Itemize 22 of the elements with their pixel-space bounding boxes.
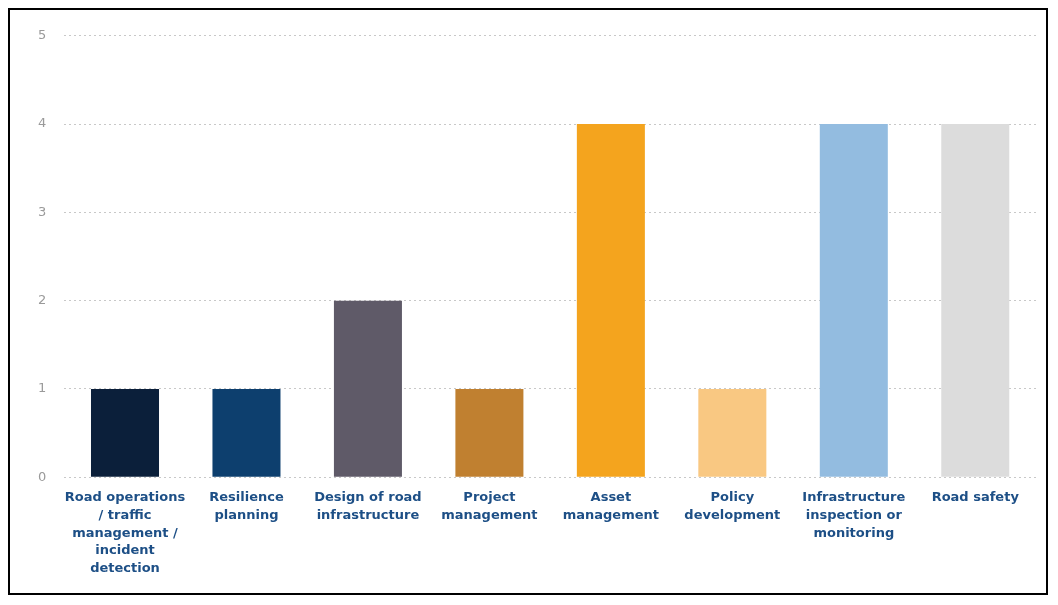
x-tick-label: Design of road infrastructure — [314, 489, 422, 522]
x-tick-label: Road safety — [931, 489, 1020, 505]
y-tick-label: 5 — [37, 27, 47, 43]
x-tick-label: Asset management — [562, 489, 660, 522]
y-tick-label: 3 — [37, 203, 47, 219]
y-tick-label: 0 — [37, 468, 47, 484]
bar — [455, 388, 524, 477]
bar — [576, 124, 645, 477]
bar — [698, 388, 767, 477]
bar — [941, 124, 1010, 477]
bar — [90, 388, 160, 477]
y-tick-label: 1 — [37, 380, 47, 396]
bar — [819, 124, 888, 477]
x-tick-label: Project management — [441, 489, 538, 522]
bar — [212, 388, 281, 477]
x-tick-label: Resilience planning — [209, 489, 284, 522]
x-tick-label: Road operations / traffic management / incident detection — [64, 489, 186, 575]
y-tick-label: 2 — [37, 292, 47, 308]
bar — [333, 300, 402, 477]
y-tick-label: 4 — [37, 115, 47, 131]
x-tick-label: Policy development — [684, 489, 781, 522]
x-tick-label: Infrastructure inspection or monitoring — [802, 489, 906, 540]
